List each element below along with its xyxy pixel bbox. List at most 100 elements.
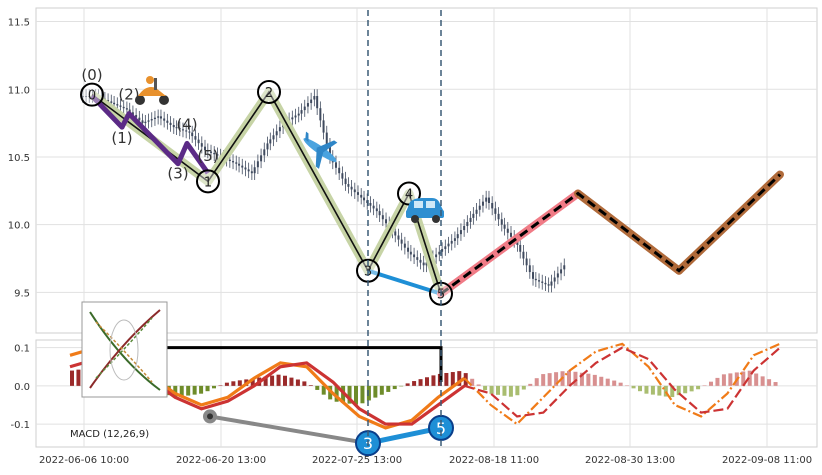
candle-body xyxy=(141,120,144,124)
macd-histogram-bar xyxy=(405,383,410,386)
minor-wave-label: (5) xyxy=(197,147,218,165)
candle-body xyxy=(360,194,363,198)
macd-histogram-bar xyxy=(205,385,210,392)
candle-body xyxy=(185,130,188,132)
x-tick-label: 2022-06-06 10:00 xyxy=(39,455,129,466)
candle-body xyxy=(547,284,550,286)
candle-body xyxy=(497,213,500,220)
candle-body xyxy=(85,96,88,98)
candle-body xyxy=(178,128,181,130)
candle-body xyxy=(556,273,559,278)
candle-body xyxy=(363,197,366,201)
macd-histogram-bar xyxy=(192,385,197,395)
macd-histogram-bar xyxy=(186,385,191,396)
macd-histogram-bar xyxy=(521,385,526,390)
primary-wave-marker xyxy=(257,79,281,104)
macd-histogram-bar xyxy=(496,385,500,395)
candle-body xyxy=(253,167,256,174)
macd-histogram-bar xyxy=(360,385,365,404)
candle-body xyxy=(409,251,412,255)
candle-body xyxy=(532,272,535,279)
candle-body xyxy=(181,129,184,131)
primary-wave-label: 2 xyxy=(265,86,273,101)
divergence-point-core xyxy=(207,413,213,420)
candle-body xyxy=(350,186,353,190)
macd-histogram-bar xyxy=(754,373,759,386)
macd-histogram-bar xyxy=(399,385,404,387)
macd-histogram-bar xyxy=(289,377,294,386)
macd-histogram-bar xyxy=(354,385,358,405)
candle-body xyxy=(491,203,494,209)
airplane-icon xyxy=(303,131,338,169)
macd-y-tick-label: -0.1 xyxy=(10,420,30,431)
macd-histogram-bar xyxy=(315,385,320,390)
x-tick-label: 2022-09-08 11:00 xyxy=(722,455,812,466)
macd-histogram-bar xyxy=(702,385,707,386)
macd-histogram-bar xyxy=(683,385,688,394)
scooter-icon xyxy=(135,76,169,105)
macd-histogram-bar xyxy=(696,385,701,390)
candle-body xyxy=(453,238,456,241)
candle-body xyxy=(319,108,322,121)
macd-histogram-bar xyxy=(70,370,74,386)
macd-histogram-bar xyxy=(237,380,242,386)
candle-body xyxy=(366,200,369,203)
projection-dash-line xyxy=(440,173,782,295)
macd-histogram-bar xyxy=(728,373,733,386)
candle-body xyxy=(444,246,447,250)
macd-histogram-bar xyxy=(302,381,307,386)
primary-wave-label: 1 xyxy=(204,175,212,190)
candle-body xyxy=(172,125,175,128)
candle-body xyxy=(144,121,147,124)
macd-histogram-bar xyxy=(612,380,617,386)
macd-histogram-bar xyxy=(599,376,604,386)
candle-body xyxy=(525,258,528,266)
candle-body xyxy=(116,104,119,106)
candle-body xyxy=(206,150,209,152)
candle-body xyxy=(210,151,213,153)
candle-body xyxy=(128,109,131,113)
candle-body xyxy=(516,240,519,245)
macd-histogram-bar xyxy=(179,385,184,397)
candle-body xyxy=(122,106,125,109)
candle-body xyxy=(534,278,537,281)
minor-wave-label: (1) xyxy=(111,129,132,147)
candle-body xyxy=(166,120,169,123)
macd-histogram-bar xyxy=(644,385,649,394)
candle-body xyxy=(407,247,410,252)
candle-body xyxy=(263,149,266,156)
macd-histogram-bar xyxy=(418,379,423,386)
candle-body xyxy=(107,100,110,102)
candle-body xyxy=(341,173,344,179)
macd-histogram-bar xyxy=(412,381,417,386)
macd-histogram-bar xyxy=(541,374,546,386)
candle-body xyxy=(191,132,194,137)
candle-body xyxy=(357,192,359,195)
macd-histogram-bar xyxy=(489,385,494,394)
macd-histogram-bar xyxy=(283,375,287,386)
minor-wave-label: (3) xyxy=(167,165,188,183)
candle-body xyxy=(110,101,113,103)
macd-histogram-bar xyxy=(534,378,539,386)
candle-body xyxy=(485,197,488,202)
candle-body xyxy=(459,230,462,235)
candle-body xyxy=(269,139,272,144)
macd-histogram-bar xyxy=(741,371,746,386)
macd-histogram-bar xyxy=(224,382,229,386)
macd-histogram-bar xyxy=(457,371,462,386)
macd-histogram-bar xyxy=(263,376,268,386)
candle-body xyxy=(385,219,388,224)
macd-histogram-bar xyxy=(508,385,513,397)
macd-histogram-bar xyxy=(528,383,533,386)
candle-body xyxy=(441,249,444,252)
macd-histogram-bar xyxy=(483,385,488,391)
candle-body xyxy=(463,226,466,231)
candle-body xyxy=(422,262,425,266)
candle-body xyxy=(397,235,400,240)
macd-y-tick-label: 0.1 xyxy=(14,344,30,355)
macd-histogram-bar xyxy=(670,385,675,398)
candle-body xyxy=(560,269,563,274)
macd-histogram-bar xyxy=(425,377,429,386)
overlay-annotations xyxy=(81,10,442,447)
candle-body xyxy=(503,224,506,229)
